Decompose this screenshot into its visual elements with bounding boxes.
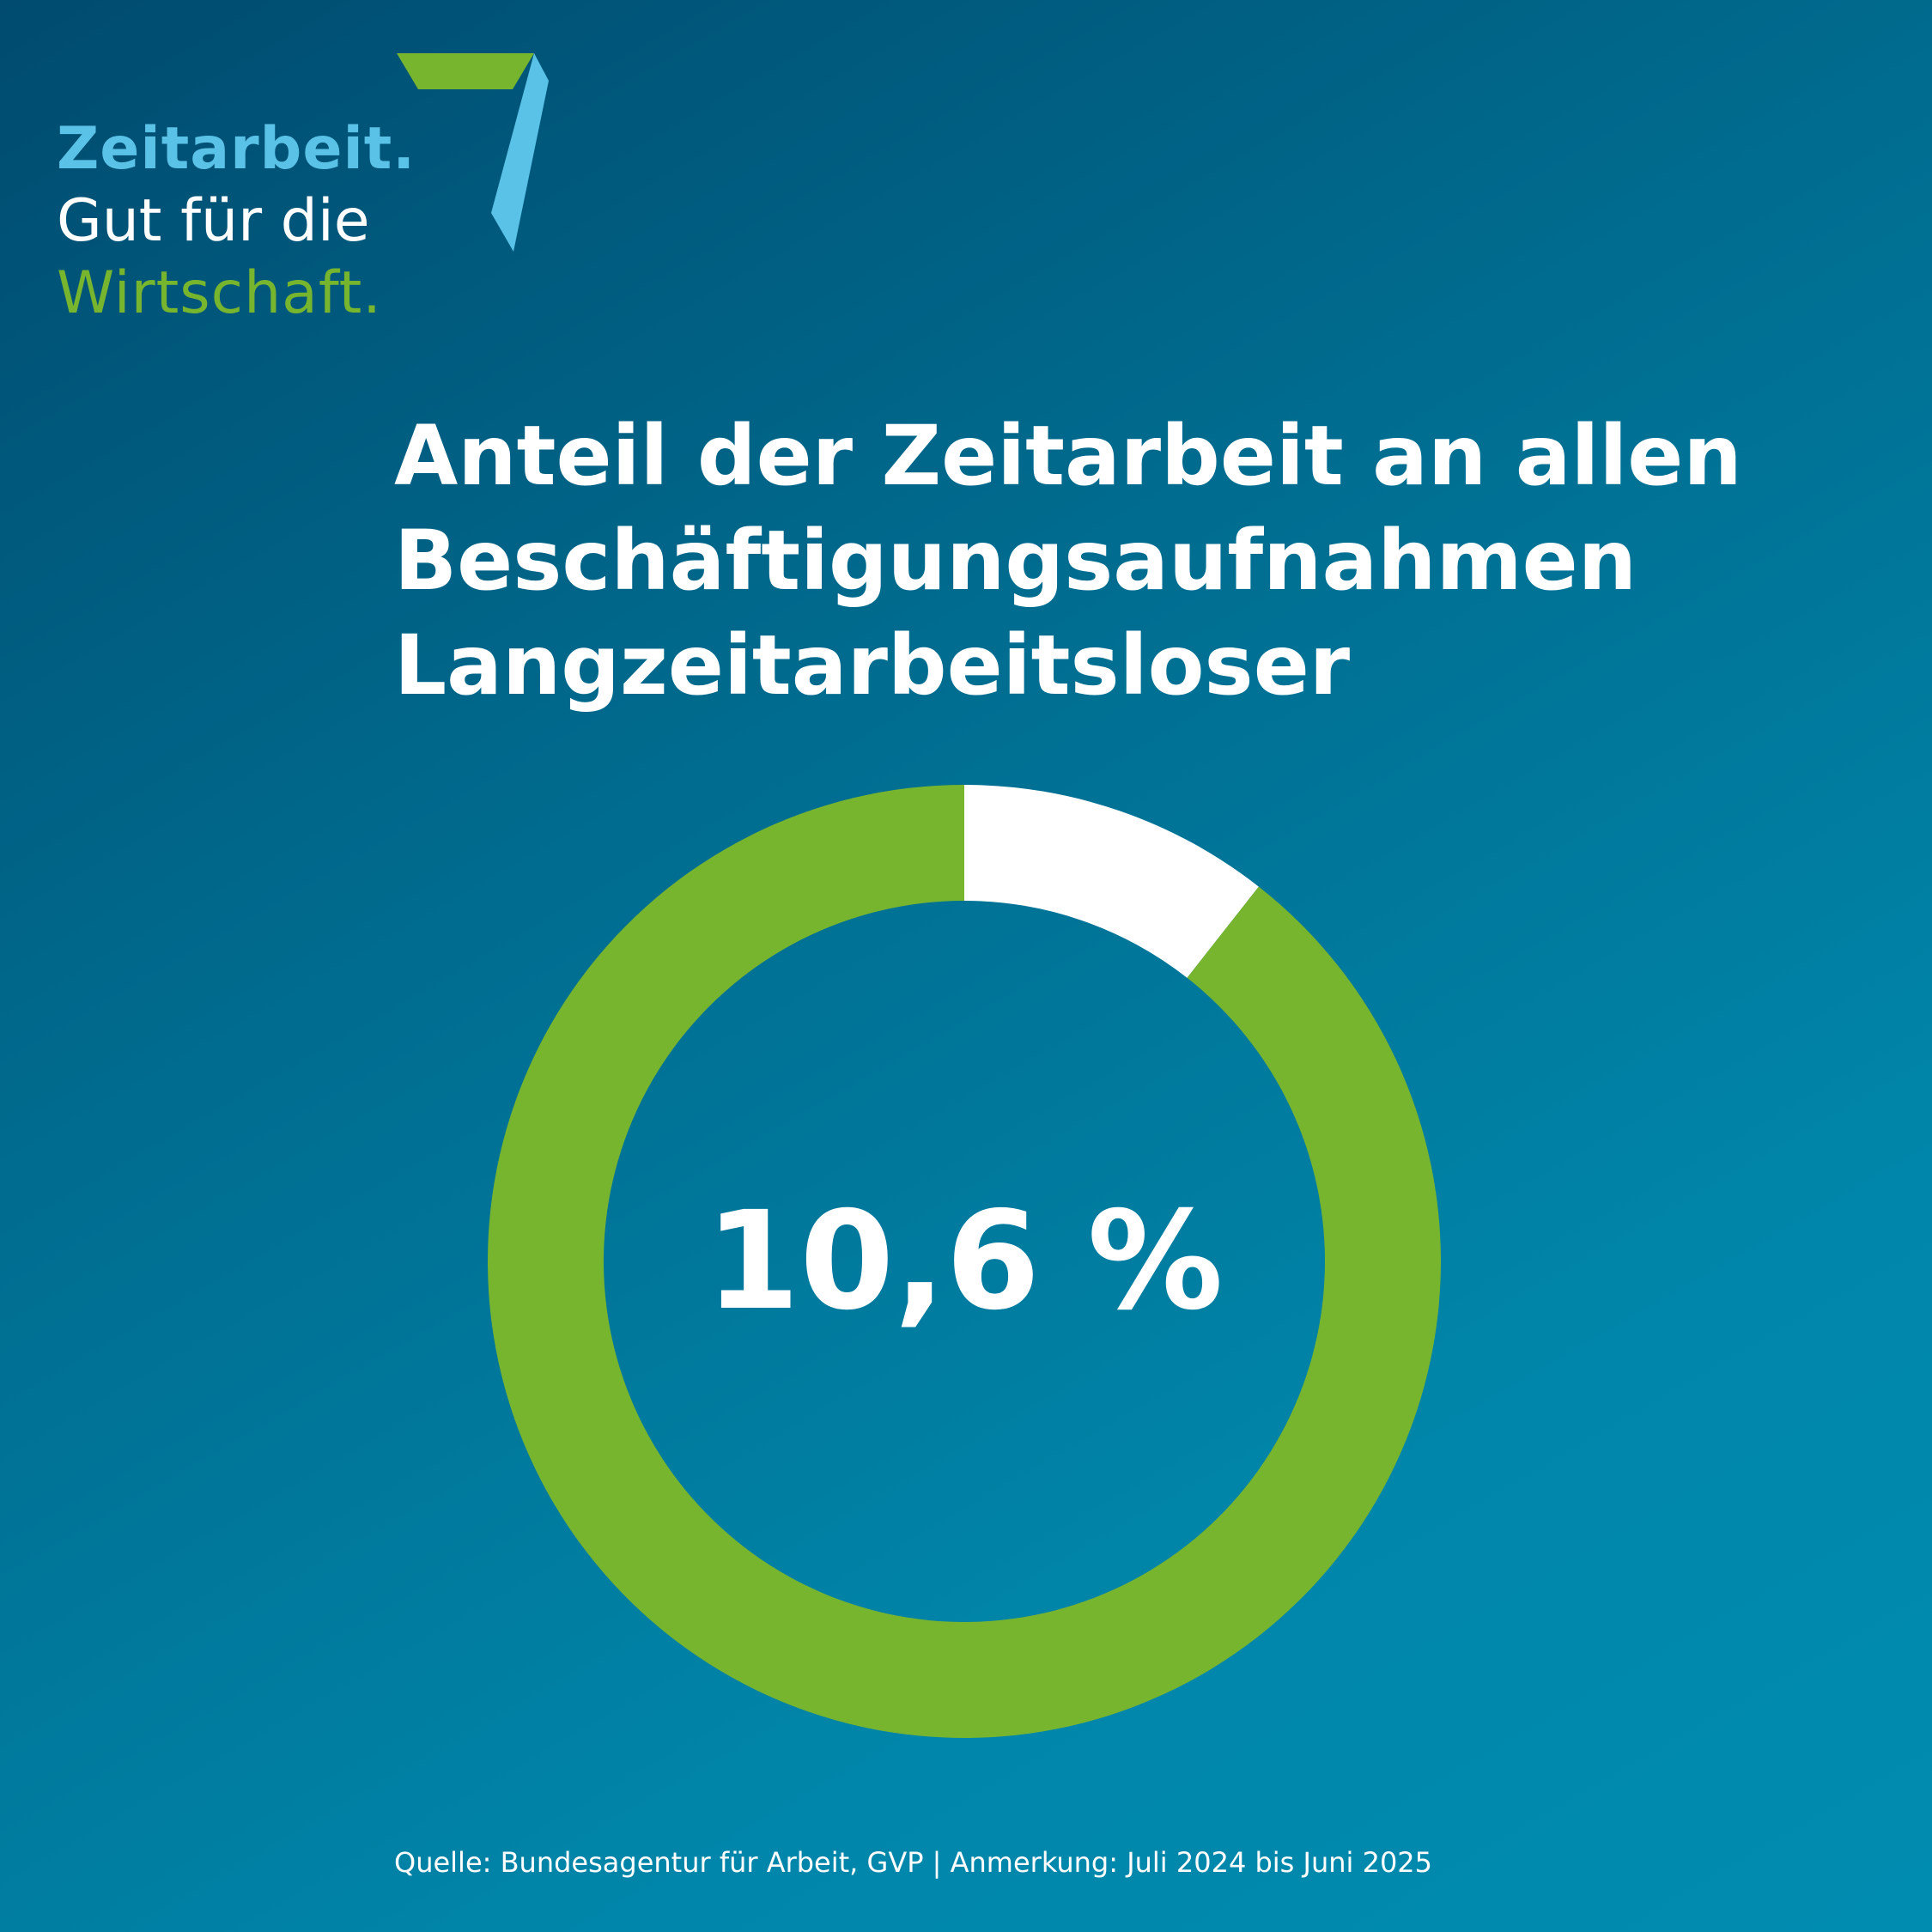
- source-note: Quelle: Bundesagentur für Arbeit, GVP | …: [394, 1846, 1433, 1879]
- center-value-label: 10,6 %: [705, 1182, 1223, 1340]
- logo-line-gut-fuer-die: Gut für die: [57, 187, 370, 255]
- logo-line-wirtschaft: Wirtschaft.: [57, 259, 382, 327]
- donut-chart: 10,6 %: [488, 785, 1441, 1738]
- seven-logo-icon: [397, 53, 549, 252]
- title-line-1: Anteil der Zeitarbeit an allen: [394, 408, 1742, 504]
- donut-slice-1: [964, 785, 1259, 978]
- chart-title: Anteil der Zeitarbeit an allen Beschäfti…: [394, 404, 1854, 718]
- brand-logo: Zeitarbeit. Gut für die Wirtschaft.: [57, 53, 572, 328]
- title-line-3: Langzeitarbeitsloser: [394, 617, 1351, 714]
- title-line-2: Beschäftigungsaufnahmen: [394, 513, 1637, 609]
- logo-line-zeitarbeit: Zeitarbeit.: [57, 115, 416, 183]
